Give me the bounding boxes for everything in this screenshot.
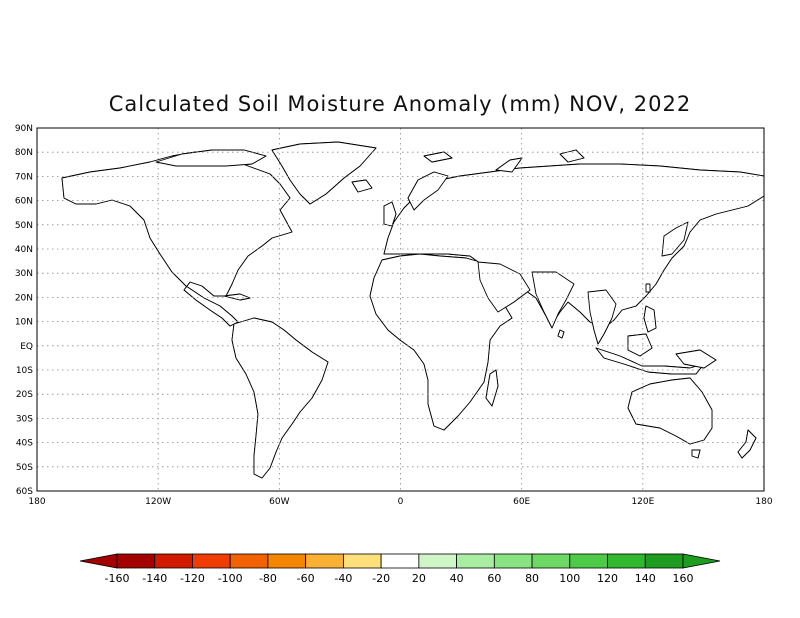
colorbar: -160 -140 -120 -100 -80 -60 -40 -20 20 40 60 80 100 1… [79,553,721,585]
colorbar-label: 60 [487,572,501,585]
colorbar-segment [607,553,646,569]
colorbar-left-arrow [79,553,118,569]
colorbar-label: -100 [218,572,243,585]
colorbar-segment [531,553,571,569]
colorbar-segment [192,553,231,569]
colorbar-segment [154,553,193,569]
latitude-tick-label: 60S [16,487,33,497]
latitude-tick-label: 10S [16,366,33,376]
longitude-tick-label: 180 [28,497,45,507]
colorbar-label: 140 [635,572,656,585]
longitude-tick-labels: 180 120W 60W 0 60E 120E 180 [28,497,772,507]
colorbar-segment [267,553,307,569]
colorbar-segment [456,553,495,569]
graticule [37,128,764,491]
map-title: Calculated Soil Moisture Anomaly (mm) NO… [108,92,692,116]
colorbar-label: 40 [450,572,464,585]
colorbar-label: 160 [673,572,694,585]
latitude-tick-label: 60N [15,197,33,207]
colorbar-label: -40 [334,572,352,585]
latitude-tick-label: 20N [15,293,33,303]
colorbar-right-arrow [682,553,721,569]
latitude-tick-label: 40S [16,439,33,449]
colorbar-label: -160 [105,572,130,585]
colorbar-segment [305,553,344,569]
colorbar-label: 20 [412,572,426,585]
colorbar-label: -20 [372,572,390,585]
colorbar-label: -140 [142,572,167,585]
longitude-tick-label: 180 [755,497,772,507]
longitude-tick-label: 120E [631,497,654,507]
colorbar-segment [569,553,608,569]
latitude-tick-label: 10N [15,318,33,328]
latitude-tick-label: EQ [20,342,33,352]
colorbar-segment [342,553,382,569]
latitude-tick-labels: 90N 80N 70N 60N 50N 40N 30N 20N 10N EQ 10S 20S 30S 40… [15,124,33,497]
latitude-tick-label: 30N [15,269,33,279]
latitude-tick-label: 80N [15,148,33,158]
colorbar-segment [116,553,156,569]
colorbar-segment [380,553,420,569]
latitude-tick-label: 40N [15,245,33,255]
longitude-tick-label: 60E [513,497,530,507]
longitude-tick-label: 120W [145,497,171,507]
map-frame [36,127,765,492]
colorbar-segment [418,553,458,569]
colorbar-label: -80 [259,572,277,585]
longitude-tick-label: 0 [398,497,404,507]
colorbar-label: -60 [297,572,315,585]
latitude-tick-label: 20S [16,390,33,400]
latitude-tick-label: 90N [15,124,33,134]
colorbar-label: 80 [525,572,539,585]
colorbar-segment [229,553,269,569]
colorbar-label: -120 [180,572,205,585]
colorbar-label: 120 [597,572,618,585]
latitude-tick-label: 30S [16,414,33,424]
longitude-tick-label: 60W [269,497,289,507]
colorbar-segment [493,553,533,569]
colorbar-label: 100 [559,572,580,585]
colorbar-segment [644,553,684,569]
latitude-tick-label: 50N [15,221,33,231]
latitude-tick-label: 50S [16,463,33,473]
latitude-tick-label: 70N [15,172,33,182]
